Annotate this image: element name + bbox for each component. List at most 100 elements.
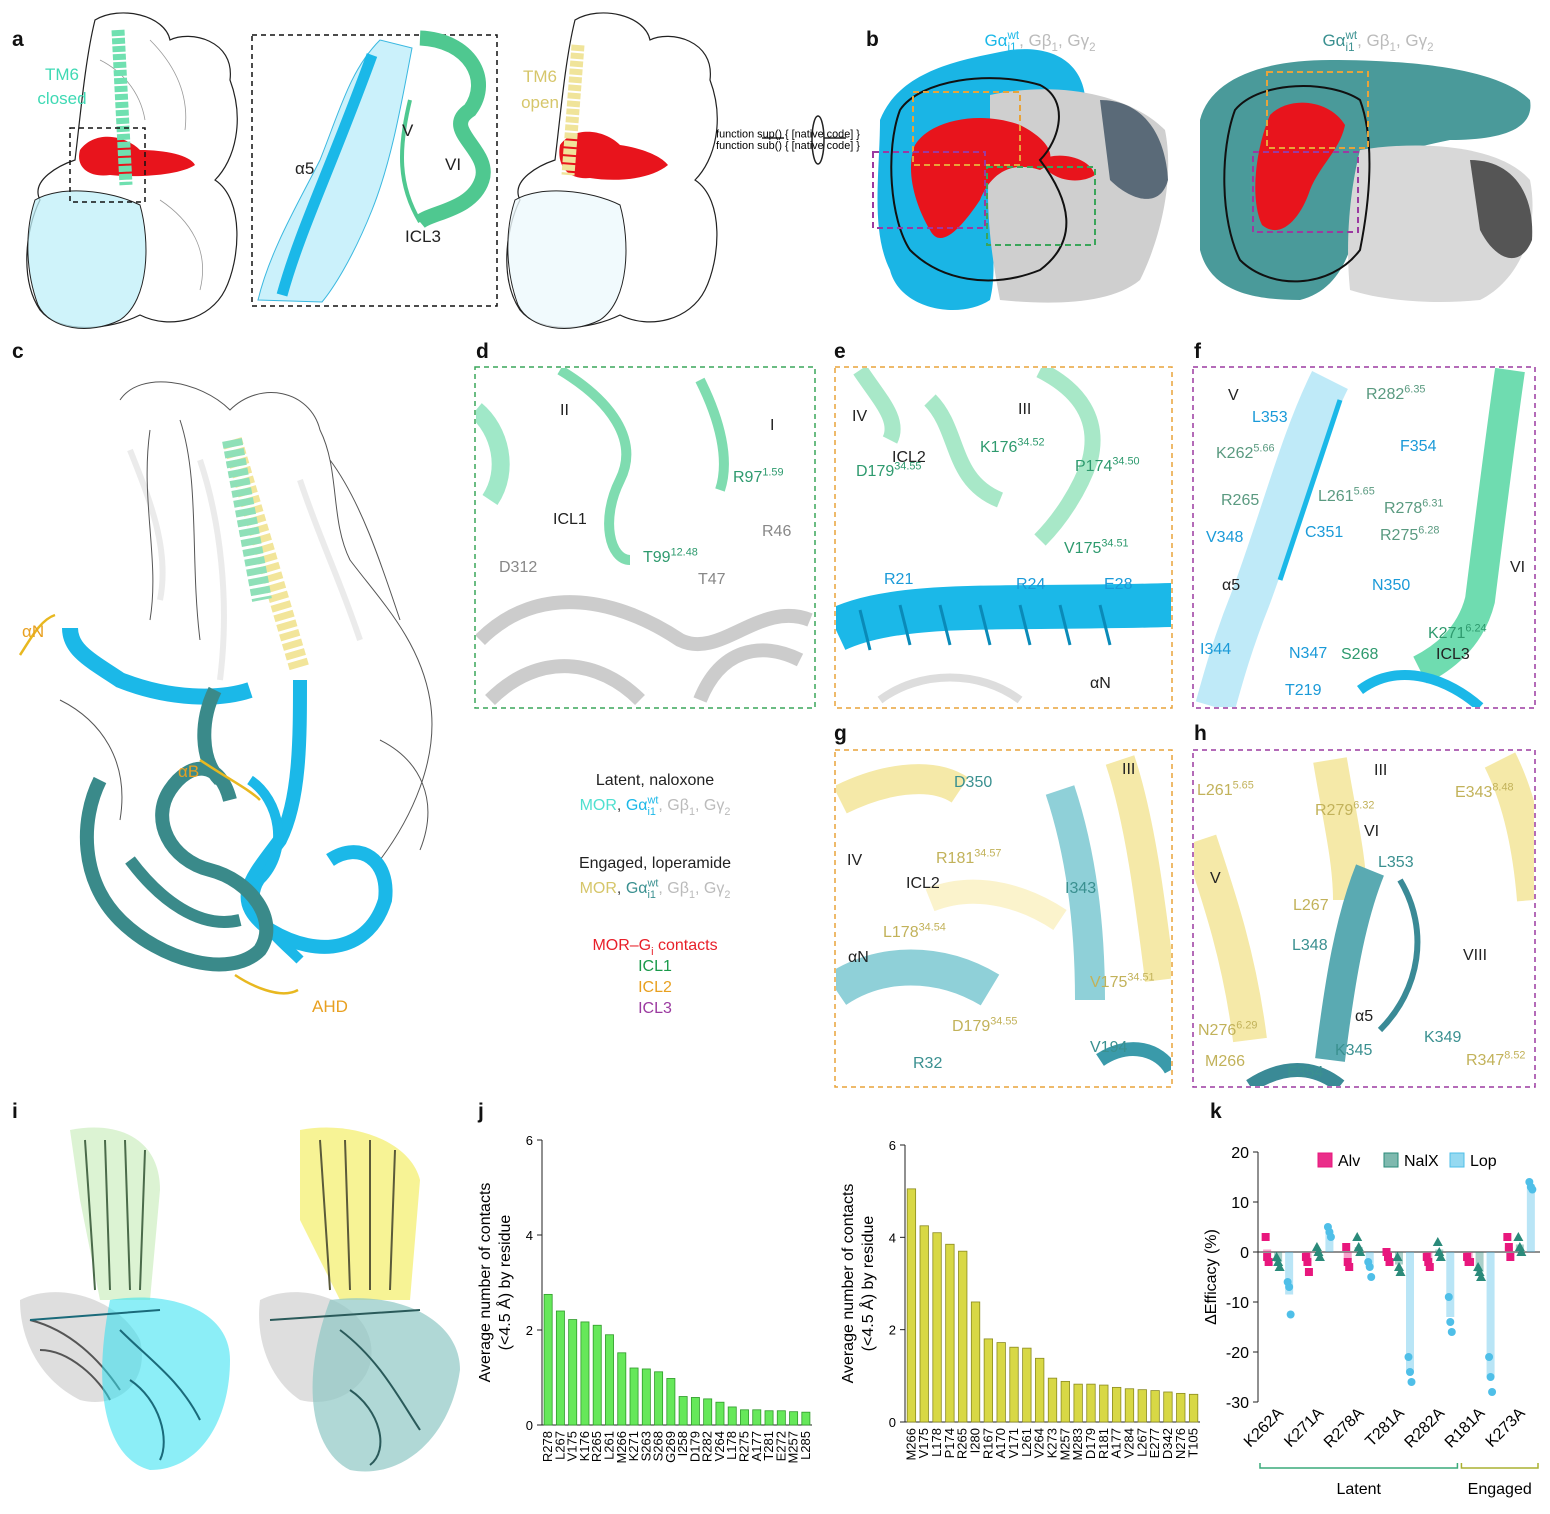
x-tick-label: R265 xyxy=(589,1431,604,1462)
bar xyxy=(592,1324,602,1426)
bar xyxy=(983,1338,994,1423)
panel-a-art-shape xyxy=(27,190,147,329)
label-text: AHD xyxy=(312,997,348,1016)
panel-i-art-shape xyxy=(102,1297,230,1470)
x-tick-label: A177 xyxy=(1109,1428,1124,1458)
structure-label: V17534.51 xyxy=(1064,537,1129,557)
panel-c-art-shape xyxy=(62,627,253,705)
bar xyxy=(932,1232,942,1423)
label-text: R32 xyxy=(913,1055,942,1072)
x-tick-label: R278A xyxy=(1321,1405,1368,1452)
label-sub: 2 xyxy=(1427,42,1433,54)
legend-line: Engaged, loperamide xyxy=(579,855,731,872)
label-text: III xyxy=(1122,761,1135,778)
bar xyxy=(1163,1391,1173,1423)
bar xyxy=(958,1250,968,1423)
label-text: R46 xyxy=(762,523,791,540)
bar xyxy=(1009,1346,1019,1423)
panel-c-art xyxy=(18,381,433,995)
bar xyxy=(752,1409,762,1426)
point xyxy=(1503,1233,1512,1241)
structure-label: K17634.52 xyxy=(980,436,1045,456)
point xyxy=(1474,1267,1485,1276)
bar xyxy=(1285,1252,1294,1295)
label-text: , Gγ xyxy=(695,797,724,814)
label-text: , xyxy=(617,880,626,897)
structure-label: T9912.48 xyxy=(643,546,698,566)
panel-g-art-shape-shape xyxy=(836,755,1171,982)
x-tick-label: M266 xyxy=(614,1431,629,1464)
panel-h-art-shape xyxy=(1194,752,1534,1086)
x-tick-label: V284 xyxy=(1121,1428,1136,1458)
point xyxy=(1434,1247,1445,1256)
point xyxy=(1394,1262,1404,1271)
panel-g-art-shape xyxy=(834,749,1173,1088)
structure-label: N2766.29 xyxy=(1198,1019,1257,1039)
bar xyxy=(1188,1393,1199,1423)
bar xyxy=(1060,1380,1070,1423)
label-text: V175 xyxy=(1064,540,1101,557)
x-tick-label: M257 xyxy=(786,1431,801,1464)
label-text: L353 xyxy=(1252,409,1288,426)
panel-d-art-shape xyxy=(474,366,816,709)
x-tick-label: T281A xyxy=(1362,1405,1408,1451)
point xyxy=(1528,1185,1537,1194)
panel-e-art-shape xyxy=(834,366,1173,709)
point xyxy=(1311,1242,1322,1251)
bar xyxy=(1073,1383,1083,1423)
structure-label: III xyxy=(1018,401,1031,418)
structure-label: II xyxy=(560,402,569,419)
panel-c-art-shape xyxy=(246,775,304,964)
label-text: I xyxy=(770,417,774,434)
label-sup: wt xyxy=(647,794,659,806)
point xyxy=(1424,1258,1433,1266)
panel-f-art xyxy=(1192,366,1536,709)
label-text: R279 xyxy=(1315,802,1353,819)
label-text: Gα xyxy=(626,880,648,897)
label-text: TM6 xyxy=(45,65,79,84)
bar xyxy=(605,1334,614,1426)
point xyxy=(1264,1258,1273,1266)
panel-letter: b xyxy=(866,28,879,51)
label-text: K349 xyxy=(1424,1029,1461,1046)
point xyxy=(1488,1388,1497,1396)
point xyxy=(1301,1253,1310,1261)
panel-g-art-shape-shape xyxy=(925,879,1067,931)
point xyxy=(1314,1252,1325,1261)
bar xyxy=(1137,1389,1147,1423)
point xyxy=(1506,1253,1515,1261)
label-text: M266 xyxy=(1205,1053,1245,1070)
label-text: K262 xyxy=(1216,445,1253,462)
label-sup: 34.52 xyxy=(1017,436,1044,448)
structure-label: S268 xyxy=(1341,646,1378,663)
panel-b-art-shape xyxy=(890,77,1068,282)
panel-g-art-shape-shape xyxy=(836,949,1000,1006)
label-text: IV xyxy=(847,852,862,869)
panel-b-art-shape xyxy=(910,117,1051,239)
structure-label: L2615.65 xyxy=(1318,485,1375,505)
label-sub: 2 xyxy=(1089,42,1095,54)
label-sub: i1 xyxy=(648,806,656,818)
x-tick-label: T105 xyxy=(1186,1428,1201,1458)
panel-a-art xyxy=(26,12,718,329)
point xyxy=(1514,1242,1525,1251)
panel-i-art-shape xyxy=(312,1298,460,1472)
x-tick-label: L178 xyxy=(929,1428,944,1457)
structure-label: III xyxy=(1374,762,1387,779)
label-text: ICL3 xyxy=(638,1000,672,1017)
structure-label: L2615.65 xyxy=(1197,779,1254,799)
point xyxy=(1486,1373,1495,1381)
label-sub: 1 xyxy=(689,806,695,818)
panel-a-art-shape xyxy=(399,99,422,224)
bar xyxy=(1035,1357,1045,1423)
panel-i-art-shape xyxy=(319,1139,396,1291)
point xyxy=(1404,1353,1413,1361)
point xyxy=(1304,1268,1313,1276)
label-text: closed xyxy=(37,89,86,108)
label-text: R181 xyxy=(936,850,974,867)
label-text: E343 xyxy=(1455,784,1492,801)
bar xyxy=(1124,1388,1135,1423)
point xyxy=(1367,1273,1376,1281)
bar xyxy=(654,1371,664,1426)
bar xyxy=(1086,1383,1096,1423)
